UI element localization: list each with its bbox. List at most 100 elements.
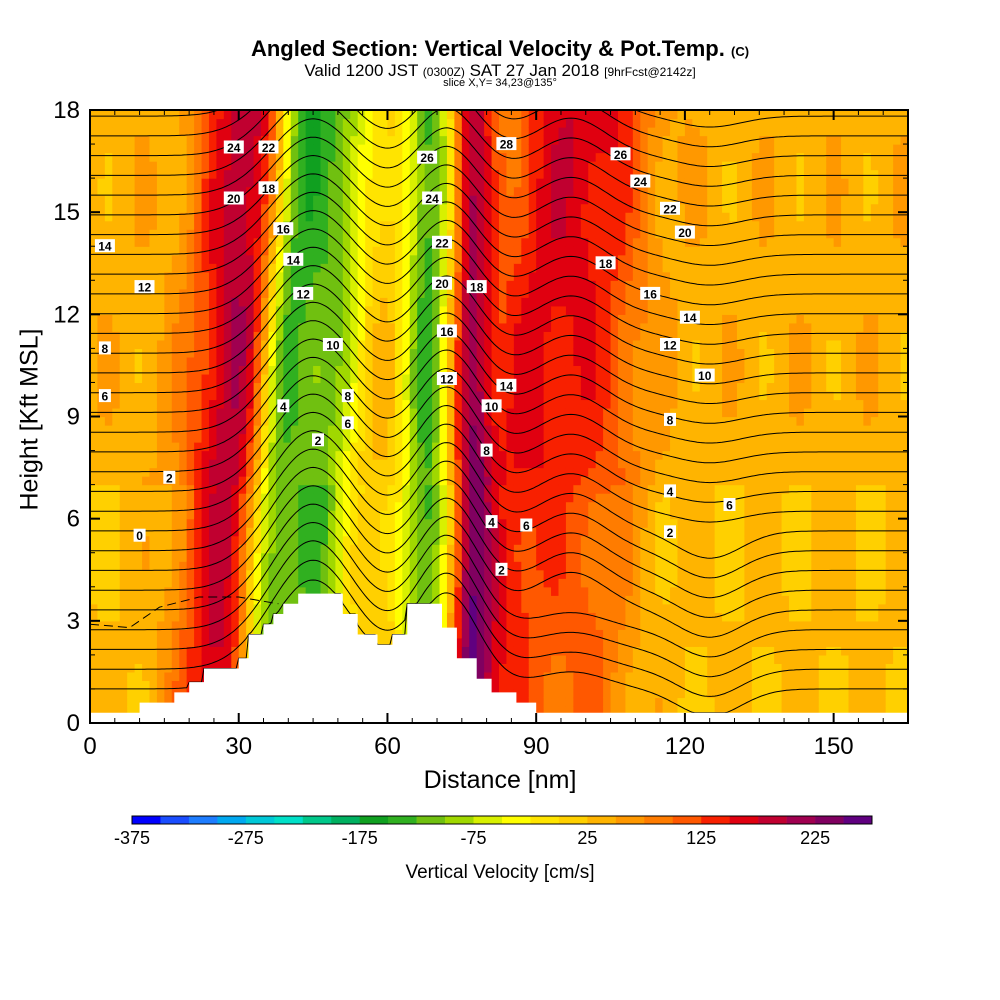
velocity-cell [186, 220, 195, 230]
velocity-cell [573, 237, 582, 247]
velocity-cell [186, 671, 195, 682]
velocity-cell [194, 561, 203, 571]
velocity-cell [461, 271, 470, 281]
velocity-cell [223, 254, 232, 264]
velocity-cell [528, 322, 537, 332]
velocity-cell [127, 442, 136, 452]
velocity-cell [305, 237, 314, 247]
velocity-cell [134, 220, 143, 230]
velocity-cell [127, 586, 136, 596]
velocity-cell [127, 680, 136, 690]
velocity-cell [127, 186, 136, 196]
velocity-cell [595, 271, 604, 281]
velocity-cell [156, 195, 165, 205]
velocity-cell [469, 144, 478, 154]
velocity-cell [469, 586, 478, 596]
velocity-cell [142, 442, 151, 452]
velocity-cell [290, 118, 299, 128]
velocity-cell [387, 356, 396, 367]
velocity-cell [223, 450, 232, 460]
velocity-cell [327, 169, 336, 179]
velocity-cell [335, 467, 344, 477]
velocity-cell [149, 365, 158, 375]
velocity-cell [171, 654, 180, 664]
velocity-cell [90, 169, 99, 179]
velocity-cell [149, 425, 158, 435]
velocity-cell [543, 663, 552, 673]
velocity-cell [380, 246, 389, 256]
velocity-cell [238, 229, 247, 239]
velocity-cell [588, 663, 597, 673]
velocity-cell [142, 450, 151, 460]
velocity-cell [246, 297, 255, 307]
chart-subtitle: Valid 1200 JST (0300Z) SAT 27 Jan 2018 [… [304, 61, 696, 80]
velocity-cell [231, 578, 240, 588]
velocity-cell [521, 433, 530, 443]
velocity-cell [142, 263, 151, 273]
velocity-cell [298, 322, 307, 332]
velocity-cell [134, 484, 143, 494]
velocity-cell [461, 212, 470, 222]
velocity-cell [298, 561, 307, 571]
velocity-cell [127, 271, 136, 281]
velocity-cell [417, 416, 426, 426]
velocity-cell [223, 127, 232, 137]
velocity-cell [253, 246, 262, 256]
velocity-cell [97, 493, 106, 503]
velocity-cell [275, 595, 284, 605]
velocity-cell [335, 476, 344, 486]
velocity-cell [305, 425, 314, 435]
velocity-cell [409, 288, 418, 298]
velocity-cell [268, 339, 277, 349]
velocity-cell [342, 501, 351, 511]
velocity-cell [454, 144, 463, 154]
velocity-cell [357, 152, 366, 162]
velocity-cell [558, 246, 567, 256]
velocity-cell [290, 382, 299, 392]
velocity-cell [186, 407, 195, 418]
velocity-cell [246, 254, 255, 264]
velocity-cell [521, 161, 530, 171]
velocity-cell [171, 110, 180, 120]
velocity-cell [320, 407, 329, 418]
velocity-cell [565, 220, 574, 230]
velocity-cell [238, 246, 247, 256]
velocity-cell [424, 433, 433, 443]
velocity-cell [394, 339, 403, 349]
velocity-cell [513, 110, 522, 120]
velocity-cell [580, 390, 589, 401]
velocity-cell [394, 493, 403, 503]
velocity-cell [97, 629, 106, 639]
velocity-cell [208, 527, 218, 537]
velocity-cell [506, 348, 515, 358]
velocity-cell [194, 459, 203, 469]
velocity-cell [201, 612, 210, 622]
velocity-cell [558, 459, 567, 469]
velocity-cell [394, 348, 403, 358]
velocity-cell [305, 356, 314, 367]
velocity-cell [499, 501, 508, 511]
velocity-cell [164, 493, 173, 503]
velocity-cell [454, 305, 463, 315]
velocity-cell [446, 425, 455, 435]
velocity-cell [595, 152, 604, 162]
velocity-cell [327, 365, 336, 375]
velocity-cell [186, 382, 195, 392]
velocity-cell [469, 603, 478, 613]
velocity-cell [543, 144, 552, 154]
velocity-cell [253, 442, 262, 452]
velocity-cell [216, 178, 225, 188]
velocity-cell [394, 331, 403, 341]
velocity-cell [186, 178, 195, 188]
velocity-cell [268, 552, 277, 562]
velocity-cell [194, 629, 203, 639]
velocity-cell [380, 561, 389, 571]
velocity-cell [588, 425, 597, 435]
velocity-cell [223, 654, 232, 664]
velocity-cell [246, 620, 255, 630]
velocity-cell [134, 459, 143, 469]
velocity-cell [97, 476, 106, 486]
velocity-cell [521, 578, 530, 588]
velocity-cell [216, 637, 225, 647]
velocity-cell [350, 203, 359, 213]
